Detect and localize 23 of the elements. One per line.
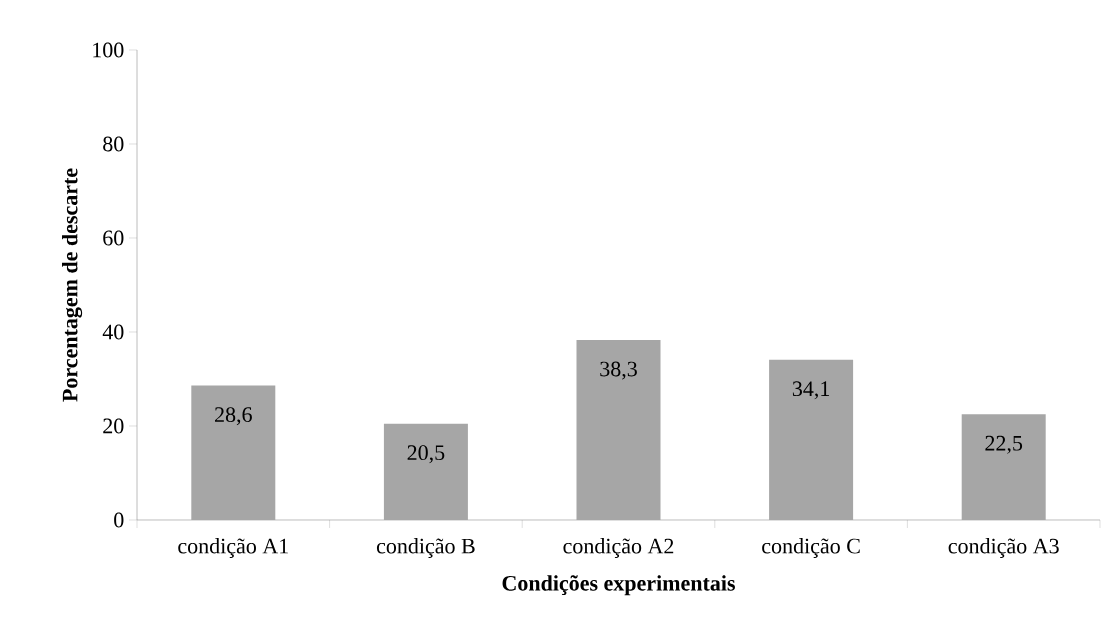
x-tick-label: condição A1	[178, 538, 288, 558]
y-tick-label: 20	[103, 418, 124, 434]
y-tick-label: 60	[103, 230, 124, 246]
data-label: 20,5	[407, 445, 445, 464]
bar	[576, 339, 661, 520]
y-axis-title: Porcentagem de descarte	[62, 168, 83, 402]
data-label: 34,1	[792, 381, 830, 400]
x-tick-label: condição B	[376, 538, 475, 558]
bar	[383, 423, 468, 520]
x-tick-label: condição C	[762, 538, 860, 558]
x-tick-label: condição A2	[563, 538, 674, 558]
bar	[961, 414, 1046, 520]
data-label: 28,6	[215, 407, 252, 426]
bar	[191, 385, 276, 520]
x-tick-label: condição A3	[948, 538, 1059, 558]
y-tick-label: 100	[93, 42, 124, 58]
data-label: 38,3	[600, 361, 637, 380]
y-tick-label: 40	[102, 324, 124, 340]
data-label: 22,5	[985, 435, 1023, 454]
y-tick-label: 0	[114, 512, 124, 528]
x-axis-title: Condições experimentais	[502, 575, 735, 596]
bar	[769, 359, 854, 520]
y-tick-label: 80	[103, 136, 124, 152]
